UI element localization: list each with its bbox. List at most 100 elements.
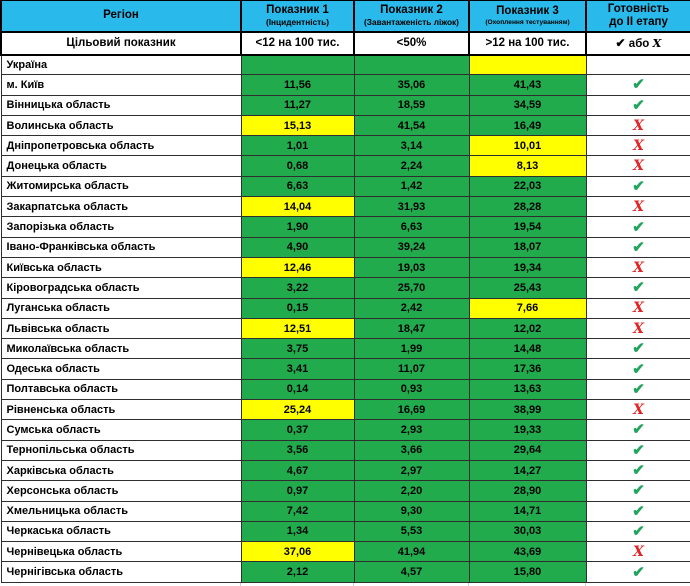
table-row: Черкаська область 1,34 5,53 30,03 ✔: [0, 520, 690, 543]
col-header-indicator3-subtitle: (Охоплення тестуванням): [485, 18, 570, 26]
indicator3-cell: 22,03: [468, 175, 587, 198]
indicator3-cell: 12,02: [468, 317, 587, 340]
indicator2-cell: 4,57: [353, 561, 470, 583]
indicator3-cell: 14,71: [468, 500, 587, 522]
table-row: Запорізька область 1,90 6,63 19,54 ✔: [0, 216, 690, 238]
indicator1-cell: 3,56: [240, 439, 355, 461]
indicator3-cell: 17,36: [468, 358, 587, 380]
indicator3-cell: 29,64: [468, 439, 587, 461]
region-name: Хмельницька область: [0, 500, 242, 522]
indicator2-cell: 18,59: [353, 94, 470, 116]
indicator3-cell: 15,80: [468, 561, 587, 583]
indicator1-cell: 3,75: [240, 338, 355, 360]
indicator2-cell: [353, 53, 470, 76]
table-row: м. Київ 11,56 35,06 41,43 ✔: [0, 74, 690, 96]
table-row: Івано-Франківська область 4,90 39,24 18,…: [0, 236, 690, 258]
indicator3-cell: 14,27: [468, 459, 587, 482]
indicator1-cell: 12,51: [240, 317, 355, 340]
readiness-check-icon: ✔: [585, 277, 690, 299]
indicator3-cell: 28,90: [468, 480, 587, 502]
indicator1-cell: 3,22: [240, 277, 355, 299]
indicator1-cell: 25,24: [240, 399, 355, 421]
indicator3-cell: 18,07: [468, 236, 587, 258]
target-indicator2: <50%: [353, 31, 470, 56]
region-name: Дніпропетровська область: [0, 135, 242, 157]
table-row: Рівненська область 25,24 16,69 38,99 Х: [0, 399, 690, 421]
col-header-indicator2: Показник 2 (Завантаженість ліжок): [353, 0, 470, 33]
table-row: Херсонська область 0,97 2,20 28,90 ✔: [0, 480, 690, 502]
table-row: Кіровоградська область 3,22 25,70 25,43 …: [0, 277, 690, 299]
region-name: Тернопільська область: [0, 439, 242, 461]
target-indicator3: >12 на 100 тис.: [468, 31, 587, 56]
readiness-check-icon: ✔: [585, 480, 690, 502]
indicator3-cell: 28,28: [468, 196, 587, 218]
readiness-check-icon: ✔: [585, 94, 690, 116]
region-name: Херсонська область: [0, 480, 242, 502]
region-name: Запорізька область: [0, 216, 242, 238]
indicator3-cell: 19,54: [468, 216, 587, 238]
readiness-check-icon: ✔: [585, 216, 690, 238]
region-name: Вінницька область: [0, 94, 242, 116]
indicator2-cell: 6,63: [353, 216, 470, 238]
readiness-check-icon: ✔: [585, 378, 690, 401]
table-row: Харківська область 4,67 2,97 14,27 ✔: [0, 459, 690, 482]
region-name: Закарпатська область: [0, 196, 242, 218]
indicator3-cell: [468, 53, 587, 76]
indicator1-cell: 7,42: [240, 500, 355, 522]
region-name: Полтавська область: [0, 378, 242, 401]
readiness-empty-cell: [585, 53, 690, 76]
readiness-x-icon: Х: [585, 196, 690, 218]
region-name: Луганська область: [0, 297, 242, 319]
indicator2-cell: 11,07: [353, 358, 470, 380]
indicator3-cell: 16,49: [468, 114, 587, 137]
target-indicator1: <12 на 100 тис.: [240, 31, 355, 56]
readiness-x-icon: Х: [585, 399, 690, 421]
region-name: Харківська область: [0, 459, 242, 482]
check-icon: ✔: [615, 36, 626, 50]
indicator2-cell: 35,06: [353, 74, 470, 96]
indicator3-cell: 10,01: [468, 135, 587, 157]
indicator2-cell: 5,53: [353, 520, 470, 543]
table-row: Луганська область 0,15 2,42 7,66 Х: [0, 297, 690, 319]
table-row: Чернівецька область 37,06 41,94 43,69 Х: [0, 541, 690, 563]
region-name: Рівненська область: [0, 399, 242, 421]
readiness-check-icon: ✔: [585, 561, 690, 583]
col-header-region-label: Регіон: [103, 9, 139, 22]
indicator3-cell: 13,63: [468, 378, 587, 401]
region-name: Івано-Франківська область: [0, 236, 242, 258]
indicator1-cell: 14,04: [240, 196, 355, 218]
indicator2-cell: 41,94: [353, 541, 470, 563]
region-name: Чернігівська область: [0, 561, 242, 583]
indicator3-cell: 7,66: [468, 297, 587, 319]
table-row: Хмельницька область 7,42 9,30 14,71 ✔: [0, 500, 690, 522]
region-name: Сумська область: [0, 419, 242, 441]
readiness-check-icon: ✔: [585, 338, 690, 360]
table-row: Тернопільська область 3,56 3,66 29,64 ✔: [0, 439, 690, 461]
col-header-indicator1-subtitle: (Інцидентність): [265, 17, 330, 28]
indicator2-cell: 9,30: [353, 500, 470, 522]
readiness-check-icon: ✔: [585, 419, 690, 441]
indicator1-cell: 0,15: [240, 297, 355, 319]
readiness-x-icon: Х: [585, 256, 690, 279]
indicator1-cell: 1,34: [240, 520, 355, 543]
indicator1-cell: 6,63: [240, 175, 355, 198]
col-header-readiness-line2: до II етапу: [609, 15, 668, 28]
col-header-readiness-line1: Готовність: [607, 2, 670, 15]
indicator3-cell: 43,69: [468, 541, 587, 563]
readiness-check-icon: ✔: [585, 439, 690, 461]
readiness-x-icon: Х: [585, 317, 690, 340]
indicator1-cell: 3,41: [240, 358, 355, 380]
col-header-readiness: Готовність до II етапу: [585, 0, 690, 33]
indicator2-cell: 1,99: [353, 338, 470, 360]
readiness-check-icon: ✔: [585, 236, 690, 258]
indicator2-cell: 18,47: [353, 317, 470, 340]
region-name: м. Київ: [0, 74, 242, 96]
indicator1-cell: 37,06: [240, 541, 355, 563]
target-row: Цільовий показник <12 на 100 тис. <50% >…: [0, 31, 690, 56]
region-name: Донецька область: [0, 155, 242, 177]
target-row-label: Цільовий показник: [0, 31, 242, 56]
col-header-region: Регіон: [0, 0, 242, 33]
table-row: Дніпропетровська область 1,01 3,14 10,01…: [0, 135, 690, 157]
readiness-x-icon: Х: [585, 114, 690, 137]
indicator3-cell: 38,99: [468, 399, 587, 421]
